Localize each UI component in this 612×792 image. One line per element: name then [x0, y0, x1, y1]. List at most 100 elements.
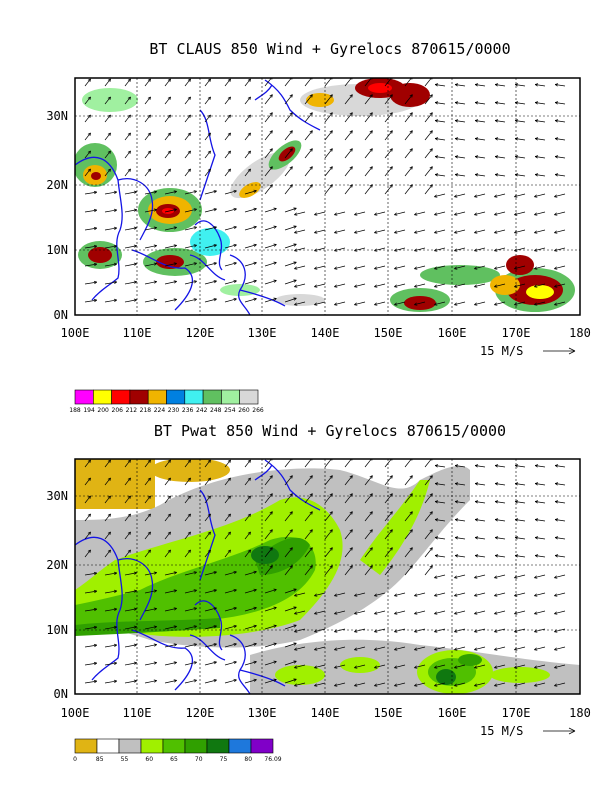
wind-vector [475, 519, 486, 522]
panel2-xtick: 130E [248, 706, 277, 720]
wind-vector-head [213, 643, 217, 647]
wind-vector [164, 626, 177, 630]
colorbar-swatch [184, 738, 208, 754]
wind-vector-head [329, 547, 333, 551]
wind-vector [495, 174, 506, 177]
wind-vector [294, 265, 306, 270]
wind-vector [394, 211, 406, 216]
wind-vector-head [394, 593, 398, 597]
wind-vector [124, 150, 131, 159]
wind-vector-head [454, 119, 459, 123]
wind-vector [184, 208, 197, 213]
panel1-xtick: 130E [248, 326, 277, 340]
wind-vector-head [147, 513, 151, 517]
wind-vector-head [369, 565, 373, 569]
wind-vector [514, 193, 526, 198]
wind-vector [364, 112, 373, 123]
wind-vector-head [273, 225, 277, 229]
wind-vector [264, 148, 273, 159]
wind-vector-head [127, 513, 131, 517]
wind-vector [434, 592, 446, 597]
wind-vector-head [133, 679, 137, 683]
wind-vector [324, 112, 333, 123]
wind-vector-head [429, 130, 433, 134]
wind-vector [224, 477, 231, 486]
wind-vector [104, 626, 117, 630]
wind-vector-head [434, 482, 439, 486]
wind-vector-head [474, 230, 478, 234]
wind-vector-head [534, 119, 539, 123]
wind-vector-head [289, 547, 293, 551]
wind-vector-head [253, 624, 257, 628]
wind-vector-head [213, 607, 217, 611]
wind-vector-head [93, 679, 98, 684]
wind-vector [224, 78, 231, 87]
wind-vector [284, 112, 293, 123]
wind-vector [84, 227, 97, 231]
wind-vector-head [354, 593, 358, 597]
wind-vector [304, 94, 313, 105]
wind-vector [454, 229, 466, 234]
wind-vector [104, 680, 117, 684]
wind-vector-head [534, 302, 538, 306]
wind-vector-head [514, 482, 519, 486]
wind-vector [384, 112, 393, 123]
colorbar-label: 200 [97, 407, 109, 414]
wind-vector-head [514, 83, 519, 87]
wind-vector-head [233, 261, 237, 266]
wind-vector [555, 156, 566, 159]
wind-vector-head [289, 475, 293, 479]
wind-vector-head [474, 683, 478, 687]
wind-vector-head [227, 78, 231, 82]
wind-vector [424, 475, 433, 486]
wind-vector-head [173, 190, 177, 194]
wind-vector [224, 168, 231, 177]
wind-vector [454, 682, 466, 687]
wind-vector-head [514, 137, 519, 141]
wind-vector-head [293, 225, 297, 229]
wind-vector [164, 281, 177, 285]
wind-vector-head [554, 230, 558, 234]
wind-vector-head [414, 284, 418, 288]
wind-vector [404, 511, 413, 522]
wind-vector-head [494, 482, 499, 486]
wind-vector [84, 644, 97, 648]
wind-vector-head [153, 244, 157, 248]
wind-vector-head [494, 500, 499, 504]
wind-vector-head [374, 212, 378, 216]
wind-vector [314, 229, 326, 234]
wind-vector [164, 590, 177, 594]
wind-vector [474, 592, 486, 597]
wind-vector-head [269, 511, 273, 515]
wind-vector-head [534, 647, 538, 651]
wind-vector [374, 211, 386, 216]
wind-vector-head [273, 297, 277, 301]
wind-vector [124, 513, 131, 522]
wind-vector-head [494, 173, 499, 177]
wind-vector-head [147, 495, 151, 499]
wind-vector [364, 565, 373, 576]
wind-vector [184, 589, 197, 594]
wind-vector [264, 244, 277, 249]
wind-vector-head [294, 611, 298, 615]
colorbar-label: 75 [220, 756, 228, 763]
wind-vector [555, 555, 566, 558]
wind-vector-head [494, 155, 499, 159]
wind-vector [555, 138, 566, 141]
wind-vector-head [309, 511, 313, 515]
wind-vector [84, 168, 91, 177]
wind-vector-head [253, 606, 257, 610]
wind-vector [474, 628, 486, 633]
wind-vector-head [434, 665, 438, 669]
wind-vector-head [414, 683, 418, 687]
wind-vector [164, 477, 171, 486]
wind-vector [264, 529, 273, 540]
wind-vector [244, 190, 257, 195]
wind-vector-head [227, 531, 231, 535]
wind-vector [314, 646, 326, 651]
wind-vector [264, 625, 277, 630]
wind-vector [394, 628, 406, 633]
wind-vector-head [394, 230, 398, 234]
wind-vector [224, 679, 237, 684]
wind-vector [284, 624, 297, 630]
